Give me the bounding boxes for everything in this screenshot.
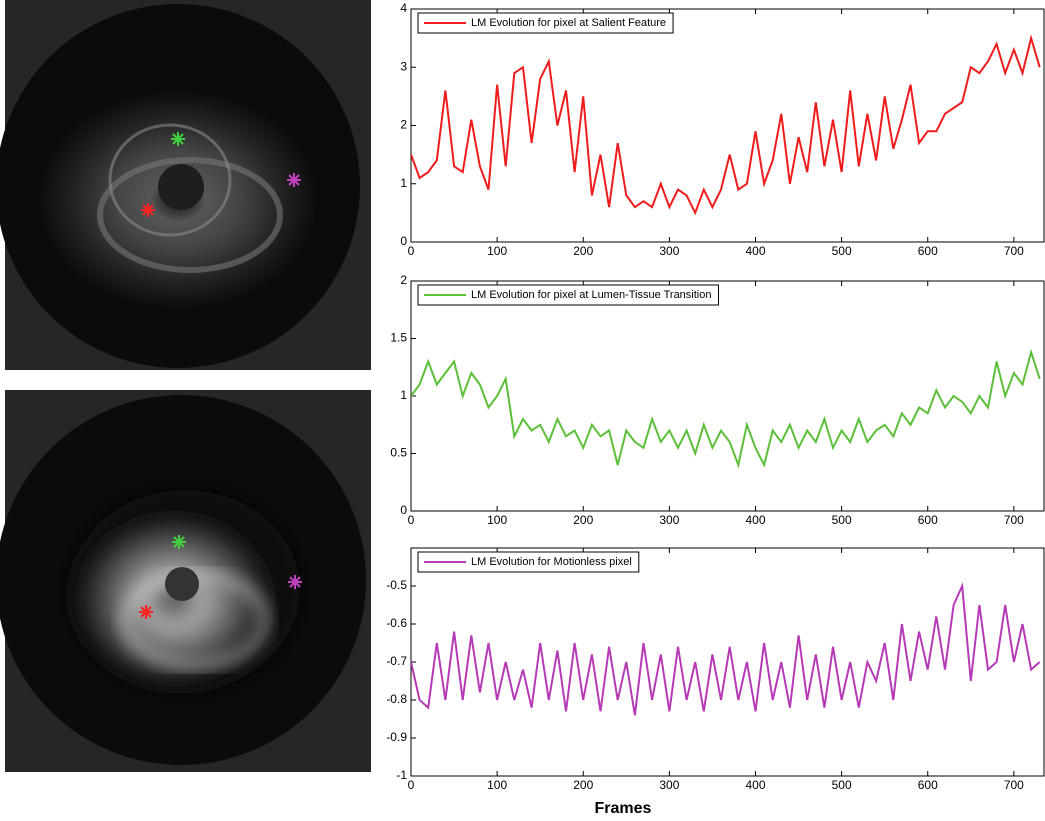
- x-tick-label: 400: [745, 513, 765, 527]
- legend-label: LM Evolution for pixel at Lumen-Tissue T…: [471, 289, 711, 301]
- x-tick-label: 500: [832, 244, 852, 258]
- y-tick-label: 2: [400, 273, 407, 287]
- x-tick-label: 500: [832, 513, 852, 527]
- x-tick-label: 300: [659, 513, 679, 527]
- legend-box: [417, 284, 719, 306]
- x-tick-label: 400: [745, 778, 765, 792]
- x-tick-label: 700: [1004, 244, 1024, 258]
- y-tick-label: -1: [396, 768, 407, 782]
- x-tick-label: 500: [832, 778, 852, 792]
- x-axis-label: Frames: [595, 800, 652, 817]
- y-tick-label: 0: [400, 503, 407, 517]
- x-tick-label: 200: [573, 244, 593, 258]
- x-tick-label: 600: [918, 244, 938, 258]
- legend: LM Evolution for Motionless pixel: [417, 551, 640, 573]
- y-tick-label: -0.9: [386, 730, 407, 744]
- chart: 0 100 200 300 400 500 600 700 0 1 2 3 4 LM Evolution …: [400, 1, 1045, 258]
- y-tick-label: 0.5: [390, 446, 407, 460]
- plot-area: [410, 280, 1045, 512]
- legend: LM Evolution for pixel at Lumen-Tissue T…: [417, 284, 719, 306]
- chart: 0 100 200 300 400 500 600 700 -1 -0.9 -0.8 -0.7 -0.6…: [386, 547, 1045, 817]
- y-tick-label: -0.8: [386, 692, 407, 706]
- y-tick-label: -0.5: [386, 578, 407, 592]
- y-tick-label: 2: [400, 118, 407, 132]
- x-tick-label: 0: [408, 513, 415, 527]
- chart: 0 100 200 300 400 500 600 700 0 0.5 1 1.5 2 LM Evolut…: [390, 273, 1045, 527]
- y-tick-label: 1: [400, 388, 407, 402]
- series-line: [411, 582, 1041, 716]
- x-tick-label: 600: [918, 513, 938, 527]
- x-tick-label: 0: [408, 244, 415, 258]
- y-tick-label: 1.5: [390, 331, 407, 345]
- x-tick-label: 100: [487, 778, 507, 792]
- legend-label: LM Evolution for Motionless pixel: [471, 556, 632, 568]
- ultrasound-image-top: [0, 0, 371, 370]
- legend-box: [417, 12, 674, 34]
- legend-label: LM Evolution for pixel at Salient Featur…: [471, 17, 666, 29]
- x-tick-label: 700: [1004, 778, 1024, 792]
- x-tick-label: 700: [1004, 513, 1024, 527]
- x-tick-label: 0: [408, 778, 415, 792]
- x-tick-label: 200: [573, 778, 593, 792]
- x-tick-label: 100: [487, 513, 507, 527]
- y-tick-label: -0.6: [386, 616, 407, 630]
- y-tick-label: 4: [400, 1, 407, 15]
- x-tick-label: 300: [659, 778, 679, 792]
- legend-box: [417, 551, 640, 573]
- series-line: [411, 34, 1041, 216]
- x-tick-label: 200: [573, 513, 593, 527]
- y-tick-label: 0: [400, 234, 407, 248]
- y-tick-label: 1: [400, 176, 407, 190]
- series-line: [411, 348, 1041, 469]
- legend: LM Evolution for pixel at Salient Featur…: [417, 12, 674, 34]
- x-tick-label: 600: [918, 778, 938, 792]
- x-tick-label: 300: [659, 244, 679, 258]
- y-tick-label: -0.7: [386, 654, 407, 668]
- plot-area: [410, 8, 1045, 243]
- x-tick-label: 400: [745, 244, 765, 258]
- ultrasound-image-bottom: [0, 390, 371, 772]
- x-tick-label: 100: [487, 244, 507, 258]
- y-tick-label: 3: [400, 59, 407, 73]
